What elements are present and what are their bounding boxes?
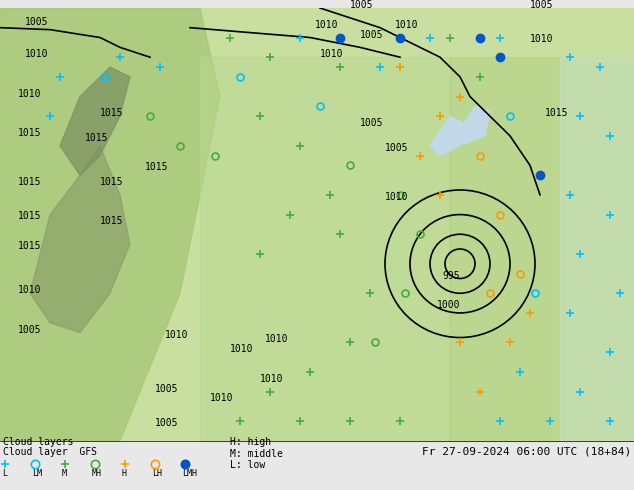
Polygon shape [430,116,470,155]
Text: M: M [62,469,67,478]
Text: 1010: 1010 [315,20,339,30]
Text: 1010: 1010 [395,20,418,30]
Text: Fr 27-09-2024 06:00 UTC (18+84): Fr 27-09-2024 06:00 UTC (18+84) [422,446,631,457]
Text: M: middle: M: middle [230,448,283,459]
Polygon shape [60,67,130,175]
Text: 1005: 1005 [530,0,553,10]
Text: Cloud layers: Cloud layers [3,437,74,447]
Text: 1010: 1010 [210,393,233,403]
Text: 1000: 1000 [437,300,460,310]
Text: 1005: 1005 [155,384,179,393]
Text: 1010: 1010 [18,89,41,98]
Text: 1010: 1010 [320,49,344,59]
Text: LH: LH [152,469,162,478]
Text: 1015: 1015 [18,128,41,138]
Text: 1005: 1005 [18,324,41,335]
Text: H: H [122,469,127,478]
Text: 1005: 1005 [25,17,48,27]
Text: 1015: 1015 [18,177,41,187]
Text: L: low: L: low [230,461,265,470]
Text: Cloud layer  GFS: Cloud layer GFS [3,446,97,457]
Text: 1010: 1010 [25,49,48,59]
Text: 1005: 1005 [360,118,384,128]
Text: 1015: 1015 [100,217,124,226]
Text: 1010: 1010 [260,374,283,384]
Text: 1015: 1015 [18,241,41,251]
Text: 1005: 1005 [155,418,179,428]
Text: LM: LM [32,469,42,478]
Polygon shape [455,106,490,144]
Text: MH: MH [92,469,102,478]
Text: LMH: LMH [182,469,197,478]
Text: 995: 995 [442,270,460,280]
Bar [0,8,634,441]
Text: 1010: 1010 [230,344,254,354]
Text: 1010: 1010 [265,335,288,344]
Text: 1015: 1015 [85,133,108,143]
Text: 1010: 1010 [165,330,188,340]
Text: 1010: 1010 [385,192,408,202]
Text: H: high: H: high [230,437,271,447]
Text: 1015: 1015 [145,162,169,172]
Bar [560,57,634,441]
Bar [0,441,634,490]
Polygon shape [0,8,220,441]
Text: 1005: 1005 [385,143,408,152]
Polygon shape [30,146,130,333]
Bar [450,57,634,441]
Bar [200,57,450,441]
Text: 1015: 1015 [100,177,124,187]
Text: 1015: 1015 [545,108,569,118]
Text: 1015: 1015 [100,108,124,118]
Text: 1010: 1010 [18,285,41,295]
Text: 1005: 1005 [360,29,384,40]
Text: 1010: 1010 [530,34,553,45]
Text: 1015: 1015 [18,212,41,221]
Text: 1005: 1005 [350,0,373,10]
Text: L: L [2,469,7,478]
